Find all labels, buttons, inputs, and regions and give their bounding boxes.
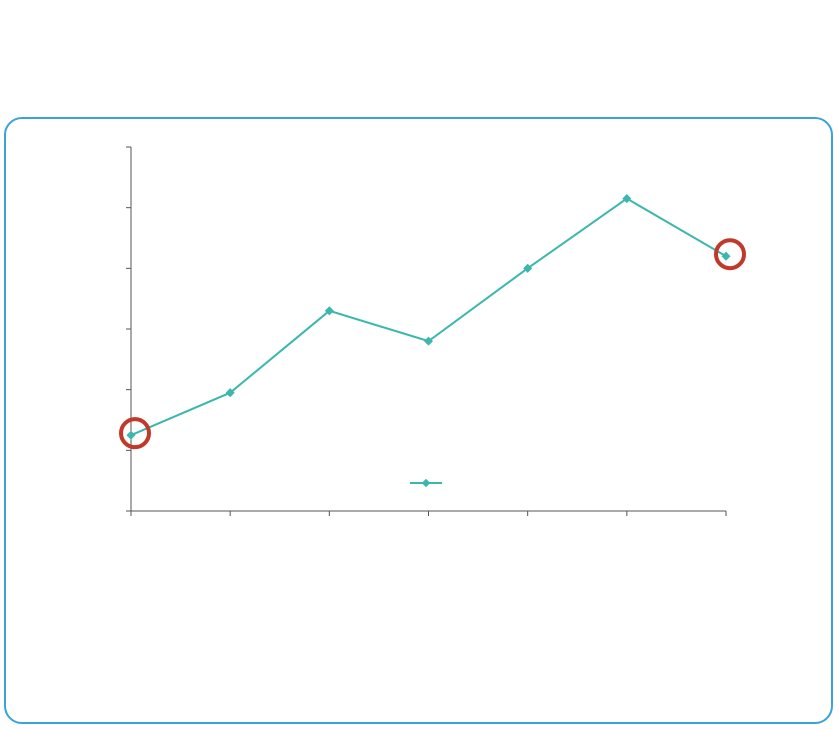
data-point [721,251,731,261]
data-point [126,430,136,440]
data-point [225,388,235,398]
legend-marker [421,478,431,488]
series-layer [126,194,731,440]
legend [410,478,442,488]
chart-axes [126,146,727,516]
highlight-circle [714,238,746,271]
series-line [130,197,727,437]
data-point [622,194,632,204]
highlight-circle [119,417,151,450]
highlight-layer [119,238,746,450]
